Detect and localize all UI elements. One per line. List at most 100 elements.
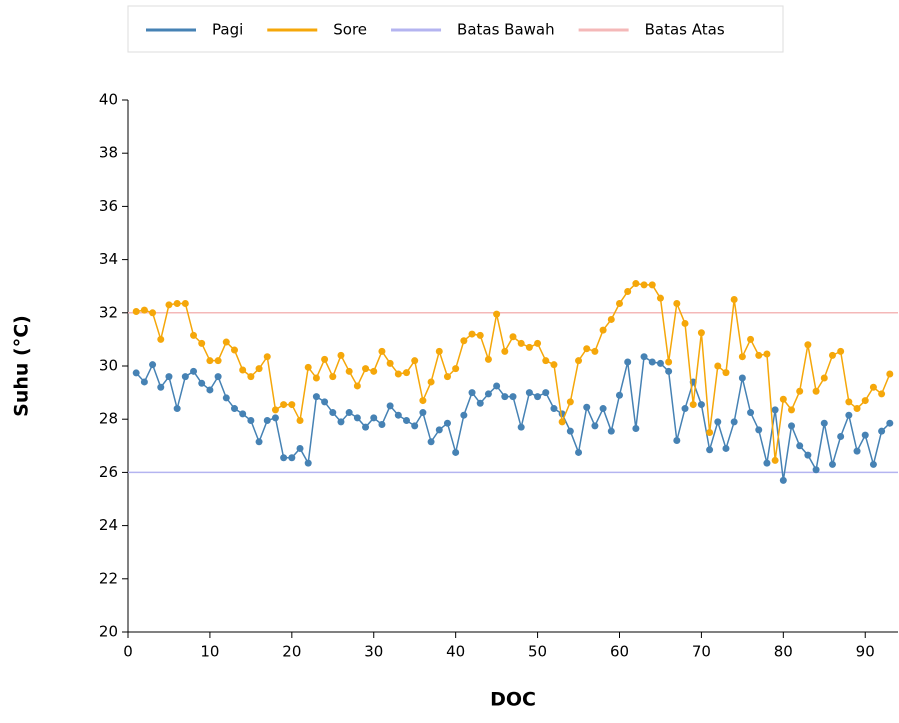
data-point [796,387,804,395]
x-tick-label: 20 [282,643,301,661]
data-point [804,341,812,349]
data-point [607,427,615,435]
data-point [730,418,738,426]
data-point [263,417,271,425]
data-point [550,361,558,369]
data-point [878,427,886,435]
data-point [566,398,574,406]
data-point [312,374,320,382]
series-line [136,282,891,461]
data-point [804,451,812,459]
data-point [656,359,664,367]
data-point [190,331,198,339]
data-point [345,367,353,375]
data-point [828,460,836,468]
data-point [140,306,148,314]
data-point [624,288,632,296]
data-point [714,418,722,426]
data-point [443,419,451,427]
data-point [173,299,181,307]
data-point [665,367,673,375]
data-point [640,281,648,289]
x-tick-label: 0 [123,643,133,661]
y-tick-label: 20 [99,623,118,641]
data-point [648,281,656,289]
data-point [288,401,296,409]
data-point [591,347,599,355]
data-point [484,390,492,398]
data-point [386,359,394,367]
data-point [812,466,820,474]
data-point [517,339,525,347]
data-point [624,358,632,366]
data-point [239,366,247,374]
data-point [362,365,370,373]
legend-label: Batas Atas [645,21,725,39]
data-point [673,299,681,307]
data-point [730,296,738,303]
data-point [378,421,386,429]
y-tick-label: 34 [99,250,118,268]
x-tick-label: 60 [610,643,629,661]
data-point [689,401,697,409]
data-point [198,339,206,347]
data-point [288,454,296,462]
data-point [861,431,869,439]
data-point [886,419,894,427]
data-point [722,369,730,377]
data-point [820,374,828,382]
data-point [755,426,763,434]
data-point [828,351,836,359]
data-point [788,422,796,430]
data-point [386,402,394,410]
data-point [501,347,509,355]
data-point [779,476,787,484]
data-point [411,422,419,430]
data-point [673,436,681,444]
data-point [853,405,861,413]
data-point [157,383,165,391]
data-point [214,357,222,365]
data-point [534,393,542,401]
data-point [263,353,271,361]
data-point [345,409,353,417]
x-tick-label: 10 [200,643,219,661]
y-tick-label: 26 [99,463,118,481]
data-point [362,423,370,431]
data-point [615,299,623,307]
data-point [607,315,615,323]
y-tick-label: 22 [99,569,118,587]
data-point [755,351,763,359]
legend-label: Sore [333,21,367,39]
data-point [583,345,591,353]
data-point [476,399,484,407]
data-point [861,397,869,405]
data-point [329,409,337,417]
data-point [788,406,796,414]
data-point [501,393,509,401]
data-point [845,398,853,406]
data-point [771,406,779,414]
data-point [337,418,345,426]
data-point [837,432,845,440]
y-tick-label: 36 [99,197,118,215]
data-point [583,403,591,411]
data-point [747,409,755,417]
data-point [509,333,517,341]
data-point [460,337,468,345]
data-point [681,319,689,327]
data-point [435,426,443,434]
y-tick-label: 38 [99,144,118,162]
data-point [394,370,402,378]
data-point [173,405,181,413]
data-point [149,361,157,369]
data-point [468,330,476,338]
x-tick-label: 40 [446,643,465,661]
data-point [304,459,312,467]
data-point [837,347,845,355]
data-point [714,362,722,370]
data-point [812,387,820,395]
data-point [525,343,533,351]
data-point [230,405,238,413]
